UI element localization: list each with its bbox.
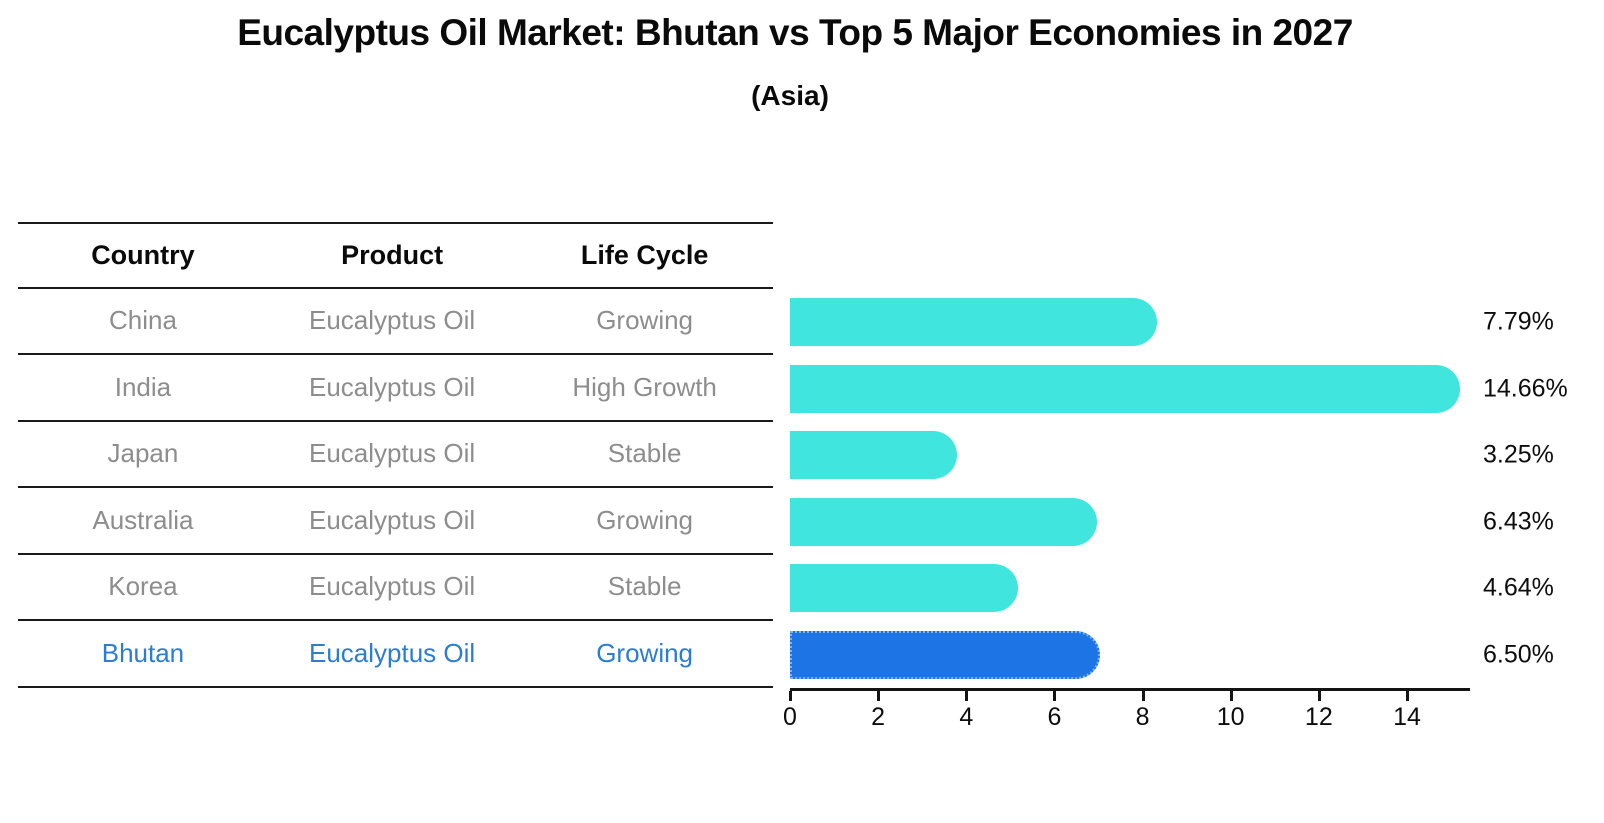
table-cell-country: India xyxy=(114,371,172,402)
bar-row-australia: 6.43% xyxy=(790,489,1604,556)
x-tick-mark xyxy=(1053,691,1057,701)
table-cell-country: Bhutan xyxy=(101,637,185,668)
x-tick-label: 2 xyxy=(871,703,886,731)
x-tick-mark xyxy=(965,691,969,701)
table-header-product: Product xyxy=(341,239,444,270)
x-tick-label: 14 xyxy=(1393,703,1421,731)
table-cell-life-cycle: Growing xyxy=(596,504,694,535)
x-tick-label: 4 xyxy=(959,703,974,731)
bar-row-korea: 4.64% xyxy=(790,555,1604,622)
bar-value-label: 4.64% xyxy=(1483,573,1554,602)
table-cell-life-cycle: High Growth xyxy=(572,371,717,402)
table-cell-country: Australia xyxy=(92,504,194,535)
table-cell-product: Eucalyptus Oil xyxy=(308,371,476,402)
bar-row-china: 7.79% xyxy=(790,289,1604,356)
table-cell-product: Eucalyptus Oil xyxy=(308,571,476,602)
page-title: Eucalyptus Oil Market: Bhutan vs Top 5 M… xyxy=(237,12,1353,53)
bar-row-india: 14.66% xyxy=(790,356,1604,423)
bar-value-label: 7.79% xyxy=(1483,307,1554,336)
table-body: China Eucalyptus Oil Growing India Eucalyptu… xyxy=(18,289,773,688)
bar-china xyxy=(790,298,1158,346)
table-row: Japan Eucalyptus Oil Stable xyxy=(18,422,773,488)
table-cell-life-cycle: Growing xyxy=(596,305,694,336)
x-tick-mark xyxy=(1229,691,1233,701)
x-axis-line xyxy=(790,688,1470,691)
bar-bhutan xyxy=(790,630,1101,679)
bar-chart: 7.79% 14.66% 3.25% 6.43% 4.64% 6.50% 0 2 4 6 8 10 1… xyxy=(783,289,1604,789)
table-row: China Eucalyptus Oil Growing xyxy=(18,289,773,355)
x-tick-mark xyxy=(1317,691,1321,701)
bar-value-label: 6.43% xyxy=(1483,507,1554,536)
table-row: Australia Eucalyptus Oil Growing xyxy=(18,488,773,555)
table-cell-country: Japan xyxy=(107,438,179,469)
x-tick-mark xyxy=(1141,691,1145,701)
bar-india xyxy=(790,364,1461,413)
bar-value-label: 14.66% xyxy=(1483,374,1568,403)
x-tick-label: 8 xyxy=(1135,703,1150,731)
x-tick-mark xyxy=(1405,691,1409,701)
table-row: Korea Eucalyptus Oil Stable xyxy=(18,555,773,621)
table-cell-country: China xyxy=(108,305,177,336)
table-cell-country: Korea xyxy=(108,571,178,602)
comparison-table: Country Product Life Cycle China Eucalypt… xyxy=(18,222,773,688)
x-tick-mark xyxy=(877,691,881,701)
table-cell-life-cycle: Stable xyxy=(607,571,682,602)
page-subtitle: (Asia) xyxy=(751,80,829,111)
table-row: Bhutan Eucalyptus Oil Growing xyxy=(18,621,773,688)
bar-japan xyxy=(790,431,958,479)
bar-row-japan: 3.25% xyxy=(790,422,1604,489)
table-cell-life-cycle: Growing xyxy=(596,637,694,668)
x-tick-mark xyxy=(789,691,792,701)
table-header-country: Country xyxy=(91,239,195,270)
table-header-lifecycle: Life Cycle xyxy=(580,239,709,270)
bar-value-label: 6.50% xyxy=(1483,640,1554,669)
x-tick-label: 0 xyxy=(783,703,797,731)
x-tick-label: 10 xyxy=(1216,703,1245,731)
bar-korea xyxy=(790,564,1019,612)
bar-rows: 7.79% 14.66% 3.25% 6.43% 4.64% 6.50% xyxy=(790,289,1604,688)
table-cell-product: Eucalyptus Oil xyxy=(308,637,476,668)
table-row: India Eucalyptus Oil High Growth xyxy=(18,355,773,422)
x-tick-label: 6 xyxy=(1047,703,1062,731)
x-tick-label: 12 xyxy=(1304,703,1333,731)
table-cell-product: Eucalyptus Oil xyxy=(308,504,476,535)
bar-row-bhutan: 6.50% xyxy=(790,622,1604,689)
table-cell-product: Eucalyptus Oil xyxy=(308,438,476,469)
bar-value-label: 3.25% xyxy=(1483,440,1554,469)
table-cell-product: Eucalyptus Oil xyxy=(308,305,476,336)
table-header-row: Country Product Life Cycle xyxy=(18,222,773,289)
bar-australia xyxy=(790,497,1098,546)
table-cell-life-cycle: Stable xyxy=(607,438,682,469)
